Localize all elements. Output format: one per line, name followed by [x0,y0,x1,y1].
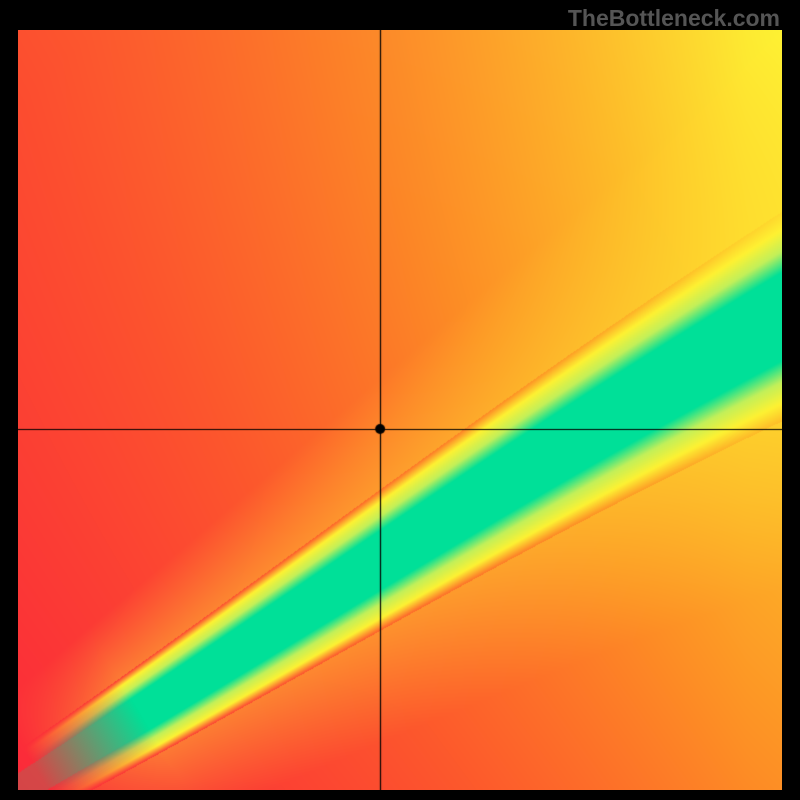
chart-container: TheBottleneck.com [0,0,800,800]
watermark-text: TheBottleneck.com [568,5,780,32]
bottleneck-heatmap [18,30,782,790]
